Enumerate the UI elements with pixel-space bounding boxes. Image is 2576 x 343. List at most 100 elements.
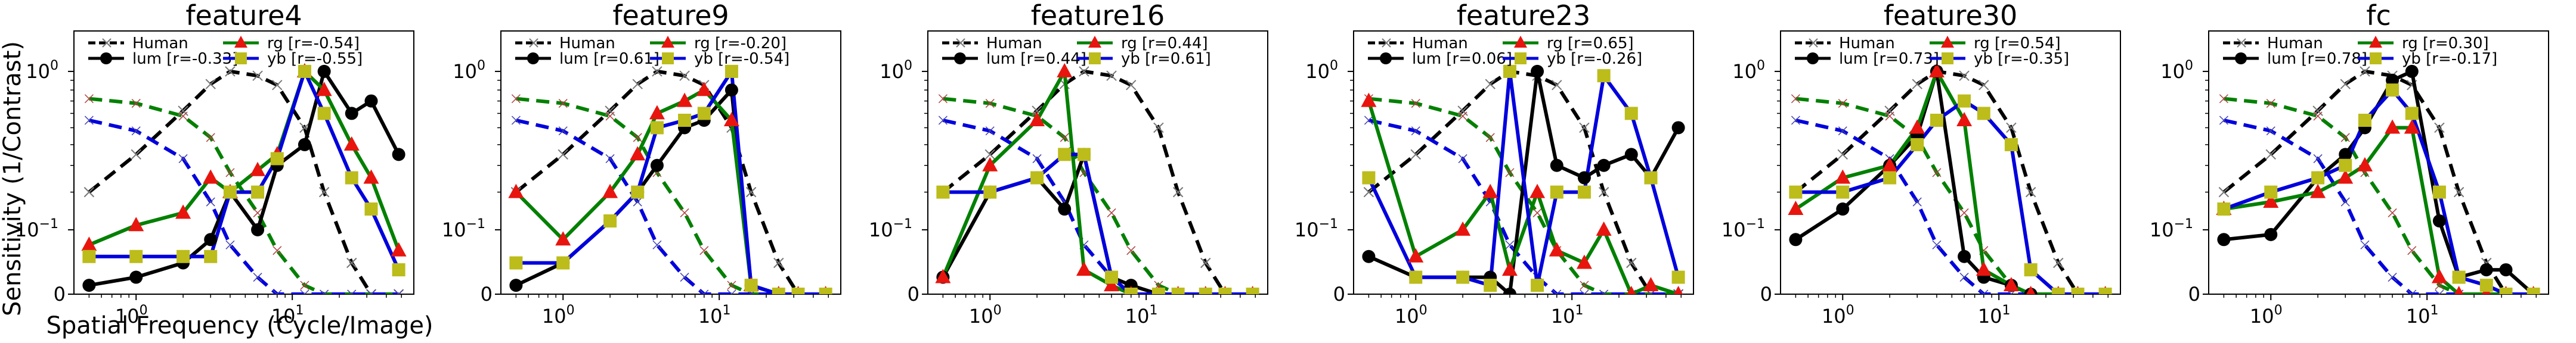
human-rg-line [516, 96, 826, 294]
yb-marker [983, 185, 997, 199]
yb-marker [2217, 202, 2231, 216]
yb-marker [1577, 185, 1591, 199]
axes-frame [927, 30, 1268, 295]
legend-lum-label: lum [r=0.61] [559, 50, 660, 68]
yb-marker [744, 279, 758, 292]
human-marker [2313, 154, 2323, 163]
human-marker [1959, 208, 1969, 217]
lum-marker [2499, 263, 2513, 277]
rg-marker [649, 105, 665, 120]
rg-marker [1057, 63, 1073, 77]
legend-human-label: Human [132, 35, 188, 52]
legend-yb-label: yb [r=-0.17] [2402, 50, 2497, 68]
lum-marker [509, 279, 523, 292]
rg-marker [363, 169, 379, 184]
yb-marker [345, 171, 358, 185]
y-axis-label: Sensitivity (1/Contrast) [0, 41, 26, 316]
yb-marker [1484, 279, 1497, 292]
rg-marker [1643, 277, 1659, 292]
human-marker [1060, 133, 1069, 142]
y-tick-label: 100 [453, 58, 485, 83]
human-marker [727, 289, 736, 294]
lum-marker [2264, 227, 2278, 241]
lum-marker [650, 158, 664, 172]
human-rg-line [1795, 96, 2106, 294]
human-marker [2265, 149, 2276, 160]
legend-yb-marker [1089, 52, 1101, 64]
y-tick-label: 100 [880, 58, 912, 83]
rg-marker [2337, 169, 2354, 184]
rg-marker [1928, 63, 1945, 77]
rg-marker [935, 269, 951, 283]
yb-marker [223, 185, 237, 199]
lum-marker [2479, 263, 2493, 277]
human-marker [1485, 133, 1495, 142]
human-marker [1838, 99, 1847, 108]
human-marker [511, 94, 521, 104]
lum-marker [345, 107, 358, 120]
rg-marker [316, 82, 332, 96]
legend-rg-label: rg [r=0.30] [2402, 35, 2489, 52]
human-marker [680, 273, 689, 282]
human-marker [605, 105, 615, 116]
rg-marker [1909, 119, 1925, 134]
legend-rg-marker [234, 36, 247, 48]
human-marker [300, 280, 309, 290]
human-marker [1912, 79, 1922, 89]
yb-marker [1218, 288, 1232, 294]
human-marker [2360, 240, 2370, 250]
human-marker [633, 133, 642, 142]
human-marker [1580, 280, 1589, 290]
yb-marker [1958, 94, 1971, 108]
rg-marker [2404, 119, 2420, 134]
human-marker [2388, 273, 2397, 282]
legend-human-label: Human [986, 35, 1042, 52]
human-marker [1505, 168, 1515, 177]
human-marker [253, 273, 262, 282]
yb-marker [2311, 171, 2325, 185]
yb-marker [2098, 288, 2112, 294]
panel-title: feature9 [612, 0, 729, 32]
yb-marker [2358, 113, 2371, 127]
human-marker [1580, 289, 1589, 294]
yb-marker [1246, 288, 1259, 294]
human-marker [1200, 257, 1211, 269]
x-tick-label: 101 [698, 303, 731, 328]
human-marker [1126, 246, 1136, 255]
human-marker [366, 289, 376, 294]
yb-marker [2339, 158, 2352, 172]
human-marker [205, 79, 216, 89]
rg-marker [1835, 169, 1851, 184]
human-marker [1411, 99, 1420, 108]
human-marker [2340, 197, 2350, 207]
human-marker [1126, 80, 1137, 91]
lum-marker [1550, 158, 1563, 172]
human-marker [2407, 246, 2417, 255]
lum-marker [204, 233, 218, 247]
human-yb-line [2223, 119, 2534, 294]
rg-marker [1076, 261, 1092, 276]
human-marker [2312, 105, 2323, 116]
legend-yb-marker [2370, 52, 2382, 64]
yb-marker [392, 263, 405, 277]
rg-marker [1882, 157, 1898, 172]
yb-marker [177, 250, 190, 263]
rg-marker [1530, 183, 1546, 198]
legend-human-label: Human [559, 35, 615, 52]
yb-marker [1058, 148, 1072, 161]
y-tick-label: 100 [2160, 58, 2193, 83]
human-marker [652, 240, 662, 250]
lum-marker [392, 148, 405, 161]
panel-title: feature23 [1457, 0, 1591, 32]
legend-lum-label: lum [r=-0.33] [132, 50, 238, 68]
human-marker [1646, 289, 1656, 294]
legend-lum-label: lum [r=0.06] [1412, 50, 1512, 68]
yb-marker [772, 288, 785, 294]
